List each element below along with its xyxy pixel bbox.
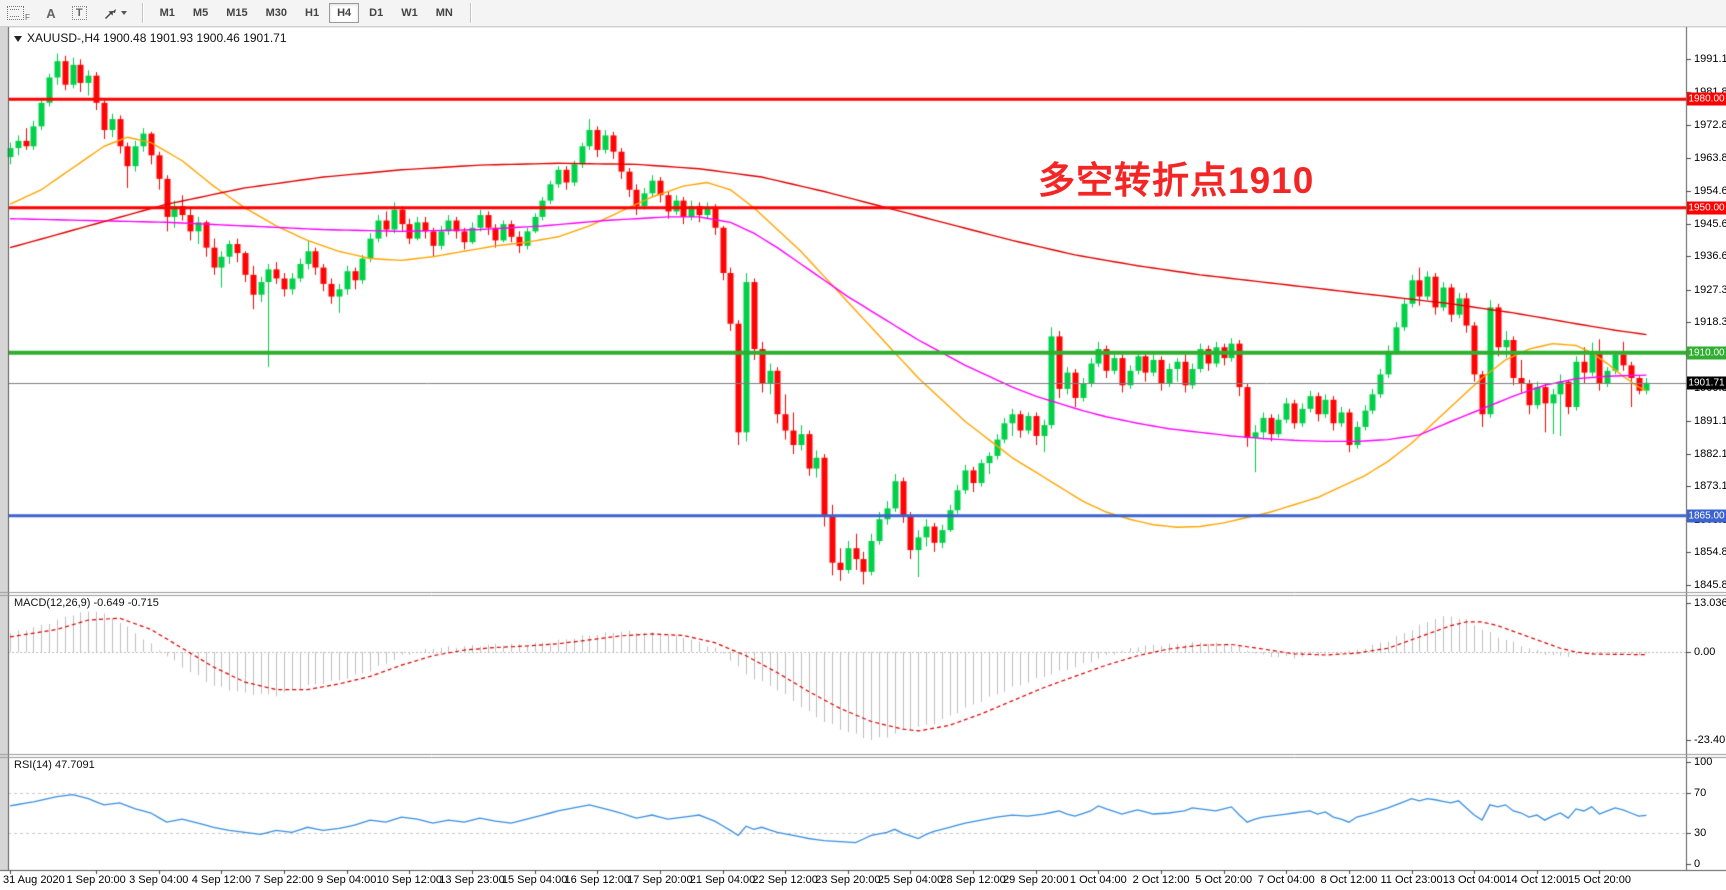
text-box-tool-icon: T [71, 6, 87, 20]
chart-grid-icon [7, 6, 24, 20]
font-tool-button[interactable]: A [39, 2, 63, 24]
chart-grid-icon-label: F [25, 12, 30, 22]
timeframe-button-W1[interactable]: W1 [393, 3, 426, 23]
text-box-tool-button[interactable]: T [65, 2, 94, 24]
timeframe-button-H4[interactable]: H4 [329, 3, 360, 23]
toolbar-separator [141, 3, 143, 23]
chart-grid-button[interactable]: F [0, 2, 37, 24]
timeframe-button-H1[interactable]: H1 [297, 3, 327, 23]
timeframe-button-M5[interactable]: M5 [185, 3, 216, 23]
arrows-tool-button[interactable] [96, 2, 134, 24]
timeframe-button-M1[interactable]: M1 [152, 3, 183, 23]
timeframe-button-M15[interactable]: M15 [218, 3, 255, 23]
timeframe-button-MN[interactable]: MN [428, 3, 461, 23]
toolbar-separator [469, 3, 471, 23]
font-tool-icon: A [46, 5, 56, 21]
toolbar: F A T M1 M5 M15 M30 H1 H4 D1 W1 MN [0, 0, 1726, 27]
arrows-tool-icon [104, 8, 116, 19]
dropdown-caret-icon [120, 11, 127, 15]
timeframe-button-D1[interactable]: D1 [361, 3, 391, 23]
timeframe-bar: M1 M5 M15 M30 H1 H4 D1 W1 MN [151, 3, 462, 23]
timeframe-button-M30[interactable]: M30 [258, 3, 295, 23]
